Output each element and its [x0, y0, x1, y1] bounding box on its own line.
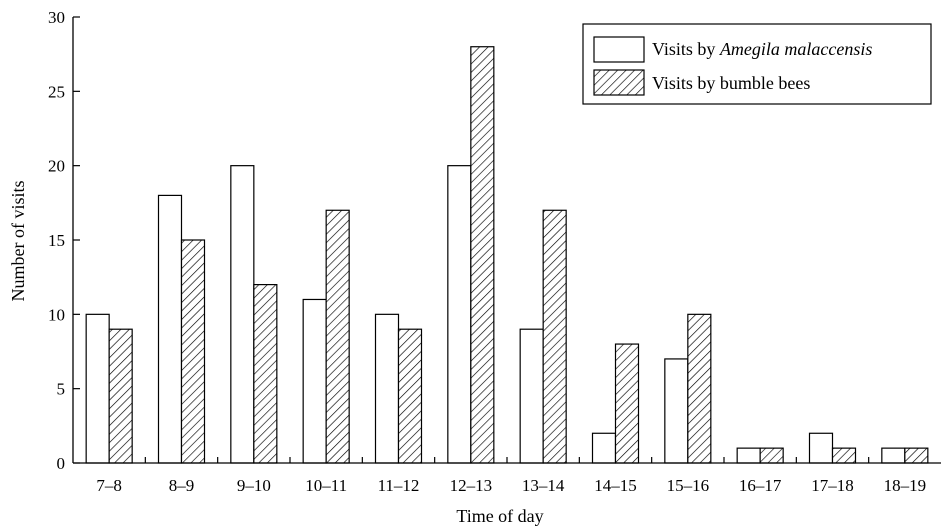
- bar-bumble-bees-8: [614, 343, 640, 464]
- bar-amegila-10: [736, 447, 761, 464]
- bar-amegila-12: [881, 447, 906, 464]
- bar-bumble-bees-7: [542, 209, 567, 464]
- ticks-group: 0 5 10 15 20 25 30 7–8 8–9 9–10 10–11 11–12 12–13 13–…: [48, 8, 926, 495]
- bar-bumble-bees-9: [687, 313, 712, 464]
- x-tick-label: 9–10: [237, 476, 271, 495]
- bar-amegila-7: [519, 328, 544, 464]
- x-tick-label: 15–16: [667, 476, 710, 495]
- x-tick-label: 10–11: [305, 476, 347, 495]
- x-tick-label: 12–13: [450, 476, 493, 495]
- y-tick-label: 25: [48, 82, 65, 101]
- x-tick-label: 18–19: [884, 476, 927, 495]
- x-tick-label: 16–17: [739, 476, 782, 495]
- x-tick-label: 7–8: [96, 476, 122, 495]
- bar-amegila-3: [230, 165, 255, 464]
- y-tick-label: 0: [57, 454, 66, 473]
- bar-amegila-5: [374, 313, 400, 464]
- x-tick-label: 14–15: [594, 476, 637, 495]
- y-tick-label: 5: [57, 380, 66, 399]
- bar-bumble-bees-6: [470, 46, 495, 464]
- bar-amegila-6: [447, 165, 472, 464]
- bar-bumble-bees-3: [253, 284, 278, 464]
- bar-bumble-bees-5: [397, 328, 423, 464]
- x-tick-label: 13–14: [522, 476, 565, 495]
- bar-amegila-8: [591, 432, 617, 464]
- bar-bumble-bees-4: [325, 209, 350, 464]
- y-tick-label: 10: [48, 305, 65, 324]
- bar-amegila-2: [157, 194, 183, 464]
- legend-label-amegila-prefix: Visits by: [652, 39, 720, 59]
- bars-group: [85, 46, 929, 464]
- bar-amegila-9: [664, 358, 689, 464]
- x-tick-label: 11–12: [378, 476, 420, 495]
- bar-bumble-bees-11: [831, 447, 857, 464]
- bar-bumble-bees-10: [759, 447, 784, 464]
- legend-label-amegila-species: Amegila malaccensis: [719, 39, 872, 59]
- legend-swatch-amegila: [593, 36, 645, 63]
- y-tick-label: 30: [48, 8, 65, 27]
- legend-label-bumble-bees: Visits by bumble bees: [652, 73, 810, 93]
- bar-amegila-1: [85, 313, 110, 464]
- x-tick-label: 8–9: [169, 476, 195, 495]
- x-axis-label: Time of day: [456, 506, 543, 526]
- legend-swatch-bumble-bees: [593, 69, 645, 96]
- legend-label-amegila: Visits by Amegila malaccensis: [652, 39, 872, 59]
- y-tick-label: 15: [48, 231, 65, 250]
- bar-amegila-4: [302, 298, 327, 464]
- bar-bumble-bees-12: [904, 447, 929, 464]
- bar-amegila-11: [808, 432, 834, 464]
- y-axis-label: Number of visits: [8, 181, 28, 302]
- x-tick-label: 17–18: [811, 476, 854, 495]
- bar-bumble-bees-2: [180, 239, 206, 464]
- bar-bumble-bees-1: [108, 328, 133, 464]
- y-tick-label: 20: [48, 157, 65, 176]
- legend: Visits by Amegila malaccensis Visits by …: [582, 23, 932, 105]
